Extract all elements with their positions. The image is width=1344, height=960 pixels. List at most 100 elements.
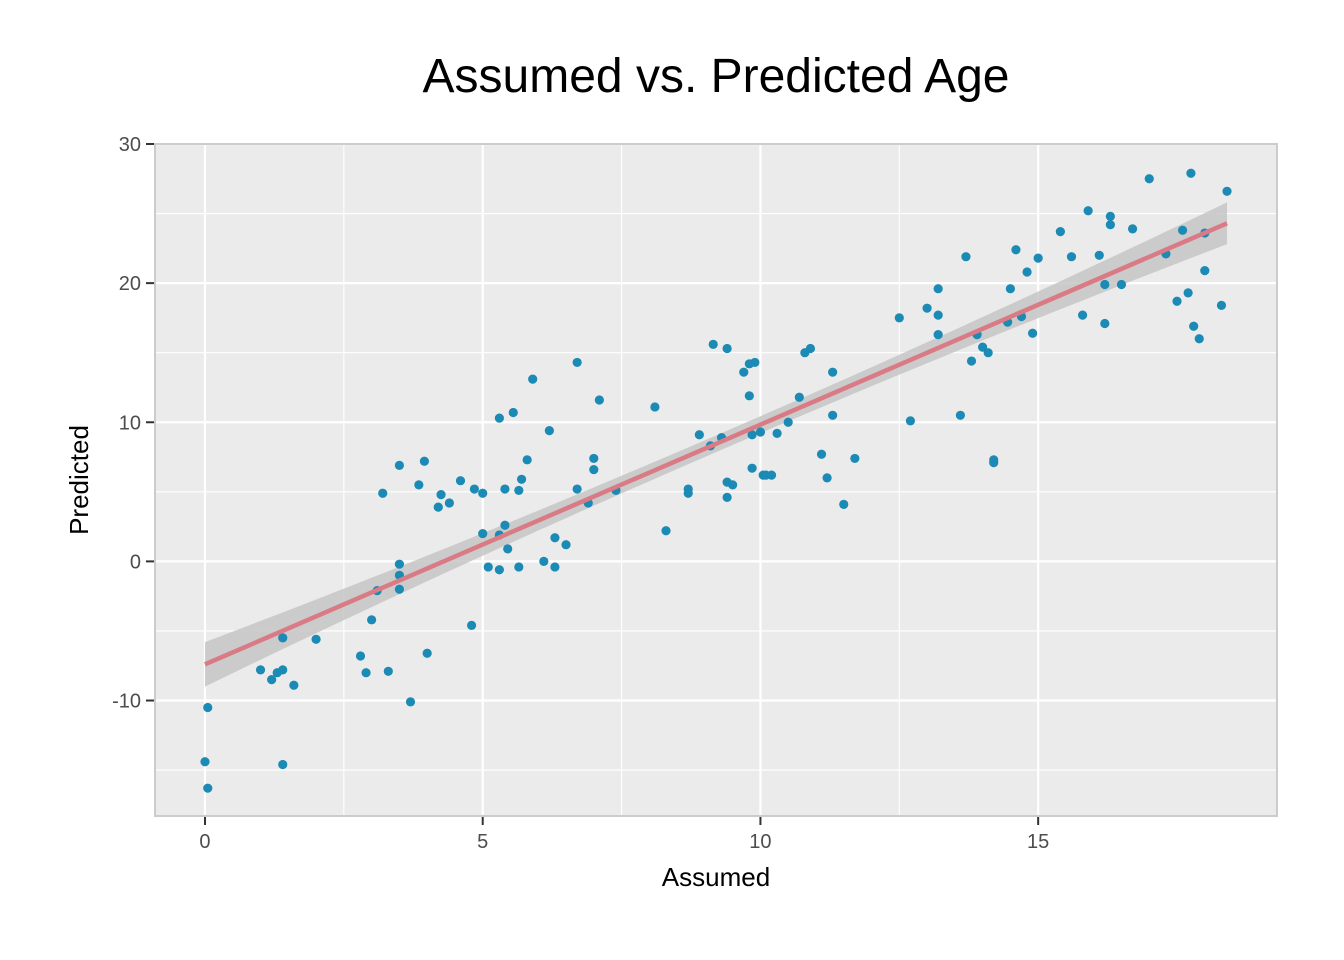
data-point [978, 342, 988, 352]
data-point [394, 584, 404, 594]
data-point [794, 392, 804, 402]
data-point [478, 528, 488, 539]
data-point [722, 492, 732, 502]
data-point [1216, 300, 1227, 310]
data-point [772, 428, 782, 438]
data-point [755, 427, 766, 437]
data-point [514, 562, 524, 572]
data-point [694, 430, 704, 440]
data-point [961, 252, 971, 262]
data-point [355, 651, 366, 661]
data-point [589, 453, 599, 464]
data-point [1055, 227, 1065, 237]
data-point [1011, 245, 1021, 255]
data-point [722, 343, 732, 354]
data-point [378, 488, 388, 498]
data-point [1077, 310, 1088, 320]
data-point [1005, 284, 1015, 294]
data-point [367, 615, 377, 625]
data-point [766, 470, 777, 480]
plot-panel [154, 142, 1278, 817]
data-point [744, 391, 754, 401]
y-axis: -10 0 10 20 30 [112, 134, 154, 713]
data-point [528, 374, 538, 384]
data-point [683, 484, 693, 494]
data-point [650, 402, 660, 412]
x-tick-label: 5 [477, 831, 488, 853]
data-point [1116, 279, 1127, 290]
data-point [200, 757, 210, 767]
data-point [822, 473, 832, 483]
data-point [966, 356, 977, 366]
data-point [805, 343, 816, 354]
x-axis: 0 5 10 15 [199, 817, 1049, 853]
data-point [394, 559, 404, 569]
data-point [267, 675, 277, 685]
data-point [816, 449, 827, 459]
data-point [522, 455, 532, 465]
data-point [550, 562, 560, 572]
data-point [500, 520, 510, 530]
data-point [422, 648, 432, 658]
x-tick-label: 10 [749, 831, 771, 853]
data-point [1083, 206, 1093, 216]
data-point [828, 410, 838, 420]
data-point [728, 480, 738, 490]
x-axis-title: Assumed [662, 862, 770, 892]
data-point [1194, 334, 1204, 344]
data-point [1222, 186, 1232, 196]
data-point [289, 680, 299, 690]
data-point [494, 565, 504, 575]
data-point [1033, 253, 1043, 263]
data-point [572, 484, 582, 494]
data-point [747, 463, 757, 473]
y-tick-label: 10 [119, 412, 141, 434]
x-tick-label: 0 [199, 831, 210, 853]
data-point [544, 426, 554, 436]
data-point [750, 357, 760, 368]
data-point [469, 484, 479, 494]
data-point [739, 367, 749, 377]
data-point [494, 413, 504, 423]
y-tick-label: 30 [119, 134, 141, 156]
y-tick-label: 0 [130, 551, 141, 573]
data-point [500, 484, 510, 494]
data-point [989, 458, 999, 468]
y-tick-label: -10 [112, 691, 141, 713]
data-point [1127, 224, 1138, 234]
data-point [405, 697, 416, 707]
data-point [589, 464, 599, 475]
data-point [983, 348, 993, 358]
data-point [594, 395, 604, 405]
data-point [783, 417, 793, 427]
data-point [394, 460, 404, 470]
data-point [433, 502, 443, 512]
data-point [361, 668, 371, 678]
y-axis-title: Predicted [64, 425, 94, 535]
data-point [1094, 250, 1104, 260]
data-point [933, 330, 943, 340]
data-point [278, 665, 288, 675]
data-point [1177, 225, 1188, 235]
data-point [1144, 174, 1154, 184]
data-point [1189, 321, 1199, 331]
data-point [1100, 318, 1110, 329]
data-point [203, 702, 213, 713]
data-point [661, 526, 671, 536]
data-point [708, 339, 718, 349]
y-tick-label: 20 [119, 273, 141, 295]
x-tick-label: 15 [1027, 831, 1049, 853]
data-point [278, 759, 288, 770]
data-point [1172, 296, 1182, 306]
data-point [1200, 266, 1210, 276]
data-point [561, 540, 571, 550]
data-point [905, 416, 916, 426]
data-point [419, 456, 429, 466]
data-point [311, 634, 321, 644]
data-point [1066, 252, 1077, 262]
data-point [747, 430, 757, 440]
plot-border [154, 143, 1278, 817]
data-point [1186, 168, 1196, 178]
data-point [1100, 279, 1110, 290]
